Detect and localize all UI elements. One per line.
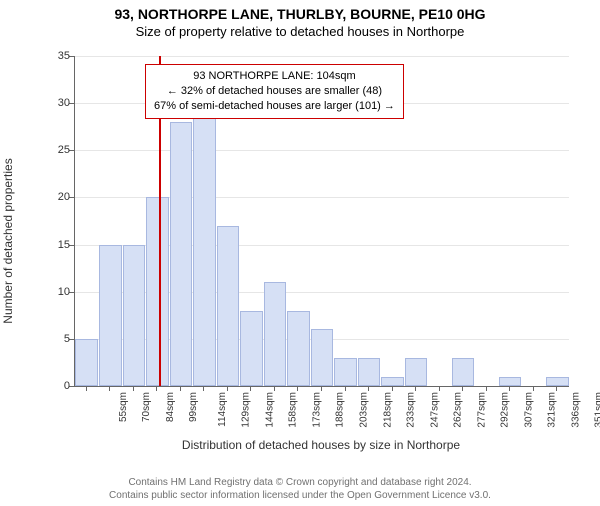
- histogram-bar: [193, 113, 216, 386]
- histogram-bar: [358, 358, 381, 386]
- annotation-box: 93 NORTHORPE LANE: 104sqm← 32% of detach…: [145, 64, 404, 119]
- x-tick: [86, 386, 87, 391]
- x-tick: [368, 386, 369, 391]
- y-tick-label: 15: [46, 239, 70, 251]
- histogram-bar: [264, 282, 287, 386]
- x-tick: [109, 386, 110, 391]
- x-tick: [274, 386, 275, 391]
- x-tick: [462, 386, 463, 391]
- histogram-bar: [287, 311, 310, 386]
- annotation-line: ← 32% of detached houses are smaller (48…: [154, 84, 395, 99]
- histogram-bar: [381, 377, 404, 386]
- x-tick: [556, 386, 557, 391]
- histogram-bar: [75, 339, 98, 386]
- histogram-bar: [123, 245, 146, 386]
- x-tick: [203, 386, 204, 391]
- histogram-bar: [452, 358, 475, 386]
- histogram-bar: [405, 358, 428, 386]
- y-tick-label: 25: [46, 144, 70, 156]
- x-axis-label: Distribution of detached houses by size …: [74, 438, 568, 452]
- x-tick: [392, 386, 393, 391]
- footer-line-2: Contains public sector information licen…: [0, 489, 600, 502]
- annotation-line: 67% of semi-detached houses are larger (…: [154, 99, 395, 114]
- x-tick: [321, 386, 322, 391]
- histogram-bar: [334, 358, 357, 386]
- chart-container: Number of detached properties 55sqm70sqm…: [44, 56, 574, 426]
- page-title: 93, NORTHORPE LANE, THURLBY, BOURNE, PE1…: [0, 6, 600, 22]
- plot-area: 55sqm70sqm84sqm99sqm114sqm129sqm144sqm15…: [74, 56, 569, 387]
- histogram-bar: [99, 245, 122, 386]
- y-tick-label: 0: [46, 380, 70, 392]
- x-tick: [133, 386, 134, 391]
- y-tick-label: 30: [46, 97, 70, 109]
- x-tick: [297, 386, 298, 391]
- y-tick-label: 35: [46, 50, 70, 62]
- grid-line: [75, 150, 569, 151]
- x-tick: [250, 386, 251, 391]
- histogram-bar: [499, 377, 522, 386]
- x-tick: [439, 386, 440, 391]
- x-tick: [345, 386, 346, 391]
- histogram-bar: [217, 226, 240, 386]
- page-subtitle: Size of property relative to detached ho…: [0, 24, 600, 39]
- x-tick: [180, 386, 181, 391]
- footer-line-1: Contains HM Land Registry data © Crown c…: [0, 476, 600, 489]
- histogram-bar: [240, 311, 263, 386]
- annotation-line: 93 NORTHORPE LANE: 104sqm: [154, 69, 395, 84]
- y-axis-label: Number of detached properties: [1, 158, 15, 323]
- grid-line: [75, 56, 569, 57]
- x-tick: [227, 386, 228, 391]
- footer-attribution: Contains HM Land Registry data © Crown c…: [0, 476, 600, 502]
- x-tick: [533, 386, 534, 391]
- histogram-bar: [546, 377, 569, 386]
- y-tick-label: 10: [46, 286, 70, 298]
- y-tick-label: 20: [46, 191, 70, 203]
- x-tick: [509, 386, 510, 391]
- x-tick: [156, 386, 157, 391]
- x-tick: [415, 386, 416, 391]
- histogram-bar: [146, 197, 169, 386]
- y-tick-label: 5: [46, 333, 70, 345]
- x-tick: [486, 386, 487, 391]
- histogram-bar: [170, 122, 193, 386]
- histogram-bar: [311, 329, 334, 386]
